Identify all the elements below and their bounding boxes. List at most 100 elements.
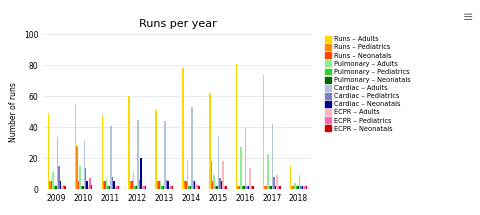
Bar	[134, 186, 136, 189]
Bar	[182, 68, 184, 189]
Bar	[290, 166, 291, 189]
Bar	[143, 186, 144, 189]
Bar	[58, 166, 60, 189]
Bar	[279, 186, 280, 189]
Bar	[129, 96, 130, 189]
Bar	[221, 181, 222, 189]
Bar	[209, 93, 211, 189]
Bar	[218, 137, 219, 189]
Bar	[60, 181, 61, 189]
Bar	[54, 186, 55, 189]
Bar	[82, 186, 84, 189]
Bar	[198, 186, 200, 189]
Text: ≡: ≡	[462, 11, 473, 24]
Bar	[195, 183, 197, 189]
Bar	[293, 186, 294, 189]
Bar	[102, 115, 103, 189]
Bar	[158, 181, 160, 189]
Bar	[163, 186, 164, 189]
Bar	[170, 186, 171, 189]
Bar	[79, 166, 81, 189]
Bar	[246, 186, 248, 189]
Bar	[106, 178, 108, 189]
Bar	[249, 167, 251, 189]
Bar	[49, 181, 51, 189]
Bar	[267, 154, 269, 189]
Bar	[75, 104, 76, 189]
Bar	[118, 186, 119, 189]
Bar	[214, 175, 215, 189]
Bar	[270, 186, 272, 189]
Bar	[273, 177, 275, 189]
Bar	[245, 129, 246, 189]
Legend: Runs – Adults, Runs – Pediatrics, Runs – Neonatals, Pulmonary – Adults, Pulmonar: Runs – Adults, Runs – Pediatrics, Runs –…	[324, 35, 412, 133]
Bar	[219, 178, 221, 189]
Bar	[224, 186, 225, 189]
Bar	[304, 186, 306, 189]
Bar	[211, 161, 212, 189]
Bar	[188, 186, 190, 189]
Bar	[296, 186, 297, 189]
Bar	[194, 181, 195, 189]
Bar	[171, 186, 173, 189]
Bar	[160, 181, 161, 189]
Bar	[84, 141, 85, 189]
Bar	[242, 186, 243, 189]
Bar	[301, 186, 303, 189]
Bar	[269, 186, 270, 189]
Bar	[78, 181, 79, 189]
Bar	[166, 180, 167, 189]
Bar	[116, 186, 118, 189]
Bar	[76, 146, 78, 189]
Bar	[192, 181, 194, 189]
Bar	[61, 186, 62, 189]
Bar	[215, 186, 216, 189]
Bar	[252, 186, 253, 189]
Bar	[272, 124, 273, 189]
Bar	[51, 181, 52, 189]
Bar	[291, 186, 293, 189]
Bar	[167, 181, 168, 189]
Bar	[48, 113, 49, 189]
Bar	[62, 184, 64, 189]
Bar	[239, 186, 240, 189]
Bar	[299, 175, 300, 189]
Bar	[85, 167, 86, 189]
Bar	[300, 186, 301, 189]
Bar	[140, 158, 142, 189]
Bar	[137, 120, 139, 189]
Bar	[185, 181, 187, 189]
Bar	[103, 181, 105, 189]
Bar	[115, 186, 116, 189]
Bar	[184, 181, 185, 189]
Bar	[277, 186, 279, 189]
Bar	[276, 175, 277, 189]
Bar	[263, 75, 264, 189]
Bar	[164, 121, 166, 189]
Bar	[132, 181, 133, 189]
Bar	[236, 64, 238, 189]
Bar	[112, 177, 113, 189]
Bar	[55, 186, 57, 189]
Bar	[216, 186, 218, 189]
Bar	[81, 186, 82, 189]
Bar	[306, 186, 307, 189]
Bar	[238, 186, 239, 189]
Bar	[88, 186, 89, 189]
Bar	[251, 186, 252, 189]
Bar	[52, 172, 54, 189]
Bar	[190, 186, 191, 189]
Bar	[240, 147, 242, 189]
Bar	[89, 178, 91, 189]
Bar	[222, 161, 224, 189]
Bar	[139, 180, 140, 189]
Bar	[225, 186, 227, 189]
Bar	[264, 186, 266, 189]
Title: Runs per year: Runs per year	[139, 19, 216, 29]
Bar	[297, 186, 299, 189]
Bar	[303, 186, 304, 189]
Bar	[105, 181, 106, 189]
Bar	[91, 184, 92, 189]
Bar	[109, 186, 110, 189]
Bar	[156, 110, 157, 189]
